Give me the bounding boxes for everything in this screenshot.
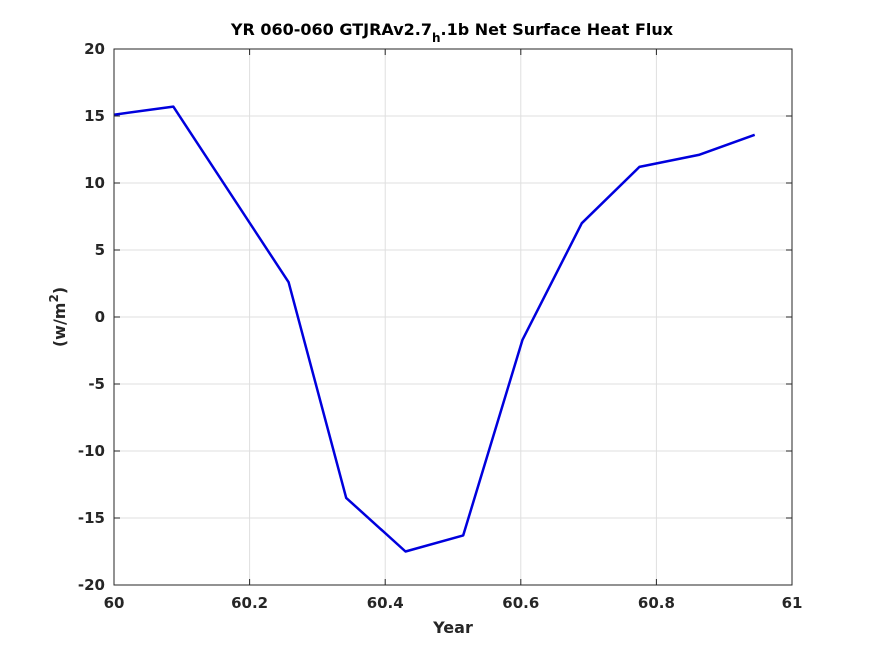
series-group [113, 105, 756, 553]
x-tick-label: 60.2 [231, 594, 268, 612]
y-axis-label-close: ) [50, 287, 69, 294]
series-line [113, 105, 756, 553]
x-tick-labels: 60 60.2 60.4 60.6 60.8 61 [104, 594, 803, 612]
y-tick-label: 10 [84, 174, 105, 192]
x-tick-label: 60 [104, 594, 125, 612]
ticks [113, 48, 793, 586]
y-tick-label: 5 [95, 241, 105, 259]
y-tick-label: -15 [78, 509, 105, 527]
chart-title: YR 060-060 GTJRAv2.7h.1b Net Surface Hea… [230, 20, 674, 45]
y-tick-label: -5 [88, 375, 105, 393]
y-tick-label: 0 [95, 308, 105, 326]
y-tick-labels: -20 -15 -10 -5 0 5 10 15 20 [78, 40, 105, 594]
y-tick-label: 15 [84, 107, 105, 125]
y-tick-label: -10 [78, 442, 105, 460]
chart-title-prefix: YR 060-060 GTJRAv2.7 [230, 20, 432, 39]
y-tick-label: 20 [84, 40, 105, 58]
y-axis-label: (w/m2) [47, 287, 69, 347]
x-tick-label: 60.6 [502, 594, 539, 612]
y-tick-label: -20 [78, 576, 105, 594]
y-axis-label-superscript: 2 [47, 294, 61, 302]
chart-title-suffix: .1b Net Surface Heat Flux [441, 20, 674, 39]
x-axis-label: Year [432, 618, 473, 637]
x-tick-label: 60.8 [638, 594, 675, 612]
x-tick-label: 60.4 [367, 594, 404, 612]
chart-title-subscript: h [432, 31, 441, 45]
x-tick-label: 61 [782, 594, 803, 612]
y-axis-label-base: (w/m [50, 303, 69, 348]
